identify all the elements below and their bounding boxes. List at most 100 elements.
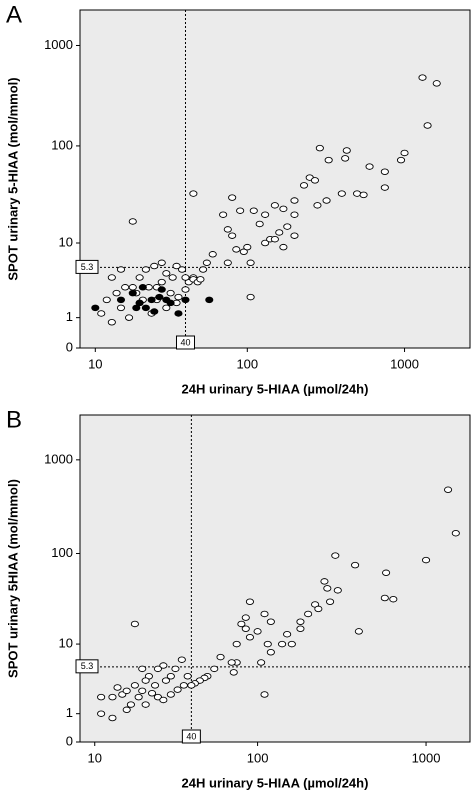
- point: [396, 156, 406, 164]
- point: [432, 80, 441, 87]
- point: [351, 561, 360, 569]
- point: [270, 202, 279, 209]
- panel-label: B: [6, 406, 22, 433]
- point: [278, 640, 287, 648]
- x-axis-title: 24H urinary 5-HIAA (µmol/24h): [182, 775, 369, 790]
- point: [380, 184, 389, 191]
- plot-area: [79, 414, 471, 743]
- point: [246, 293, 255, 301]
- point: [199, 266, 208, 273]
- point: [354, 628, 363, 635]
- point: [210, 665, 219, 673]
- point: [150, 682, 160, 689]
- point: [134, 693, 143, 701]
- point: [147, 689, 157, 697]
- point: [150, 308, 159, 315]
- point: [310, 177, 320, 184]
- x-axis-title: 24H urinary 5-HIAA (µmol/24h): [182, 381, 369, 396]
- point: [181, 296, 190, 304]
- point: [236, 207, 245, 214]
- point: [166, 299, 175, 307]
- point: [255, 220, 264, 228]
- point: [279, 243, 288, 251]
- point: [141, 701, 150, 708]
- point: [228, 194, 237, 201]
- point: [382, 569, 391, 577]
- point: [179, 682, 188, 689]
- point: [135, 274, 144, 281]
- x-tick-label: 10: [88, 750, 102, 765]
- reference-label: 5.3: [81, 661, 94, 671]
- point: [331, 552, 340, 559]
- point: [157, 259, 166, 267]
- point: [116, 266, 126, 273]
- y-tick-label: 0: [66, 339, 73, 354]
- point: [112, 289, 121, 297]
- point: [219, 211, 228, 218]
- point: [237, 620, 246, 628]
- point: [241, 614, 250, 621]
- point: [287, 640, 296, 648]
- point: [418, 74, 427, 81]
- point: [155, 293, 164, 301]
- point: [128, 289, 137, 297]
- point: [97, 693, 106, 701]
- point: [102, 296, 111, 304]
- point: [173, 686, 182, 693]
- point: [423, 122, 432, 129]
- point: [232, 246, 241, 253]
- point: [266, 649, 275, 656]
- point: [249, 207, 258, 214]
- point: [320, 578, 329, 585]
- point: [122, 687, 131, 695]
- point: [326, 598, 335, 606]
- point: [324, 156, 333, 164]
- reference-box: [75, 659, 99, 674]
- point: [171, 665, 180, 673]
- point: [121, 284, 130, 291]
- point: [150, 262, 159, 270]
- point: [122, 706, 131, 714]
- point: [138, 687, 147, 695]
- point: [380, 168, 389, 175]
- point: [97, 310, 106, 317]
- x-tick-label: 10: [88, 356, 102, 371]
- point: [174, 293, 183, 301]
- reference-label: 40: [186, 731, 196, 741]
- point: [216, 653, 225, 661]
- point: [107, 319, 116, 326]
- point: [422, 556, 431, 564]
- point: [91, 304, 100, 312]
- reference-box: [75, 259, 99, 274]
- point: [270, 235, 279, 243]
- point: [132, 304, 141, 312]
- point: [261, 239, 270, 247]
- point: [380, 594, 389, 602]
- point: [333, 587, 342, 594]
- point: [116, 304, 126, 312]
- y-tick-label: 100: [51, 545, 73, 560]
- point: [227, 659, 236, 666]
- point: [290, 211, 299, 218]
- point: [315, 144, 324, 152]
- point: [296, 625, 305, 633]
- point: [130, 682, 139, 689]
- y-tick-label: 1: [66, 705, 73, 720]
- point: [260, 610, 269, 618]
- point: [166, 673, 175, 680]
- point: [108, 714, 117, 722]
- point: [208, 251, 217, 258]
- point: [243, 243, 252, 251]
- point: [365, 163, 374, 170]
- point: [202, 259, 211, 267]
- point: [128, 218, 137, 225]
- point: [138, 665, 147, 673]
- point: [314, 605, 323, 613]
- point: [229, 669, 238, 676]
- point: [177, 656, 186, 663]
- point: [400, 149, 409, 157]
- y-tick-label: 1: [66, 309, 73, 324]
- point: [159, 696, 168, 704]
- point: [161, 677, 170, 684]
- point: [108, 693, 117, 701]
